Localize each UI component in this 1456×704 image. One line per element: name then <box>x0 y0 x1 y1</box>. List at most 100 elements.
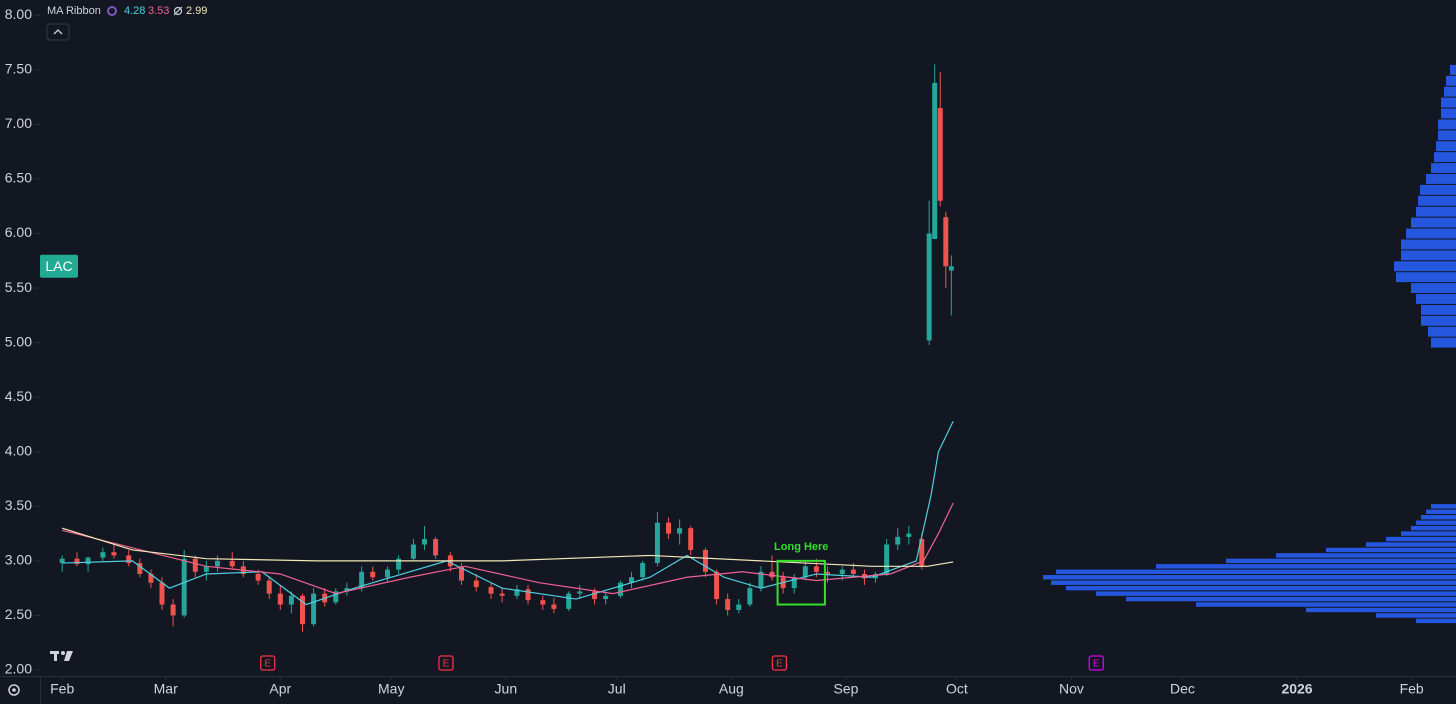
candle-body <box>311 593 317 625</box>
candle-body <box>370 571 376 578</box>
volume-bar <box>1441 97 1456 108</box>
candle-body <box>525 589 531 601</box>
candle-body <box>299 595 305 625</box>
indicator-value: 2.99 <box>186 5 207 17</box>
volume-bar <box>1156 564 1456 569</box>
volume-bar <box>1411 283 1456 294</box>
y-tick-label: 5.50 <box>5 279 32 295</box>
volume-bar <box>1418 195 1456 206</box>
volume-bar <box>1420 184 1456 195</box>
volume-bar <box>1126 596 1456 602</box>
candle-body <box>926 233 932 341</box>
volume-bar <box>1376 613 1456 618</box>
x-tick-label: 2026 <box>1281 681 1312 697</box>
ticks: 2.00 2.50 3.00 3.50 4.00 4.50 5.00 5.50 6.00 6.50… <box>5 6 1424 697</box>
hidden-icon <box>173 6 183 16</box>
volume-bar <box>1438 130 1456 141</box>
candle-body <box>758 571 764 589</box>
candle-body <box>769 571 775 578</box>
x-tick-label: Sep <box>834 681 859 697</box>
candle-body <box>111 552 117 556</box>
candle-body <box>577 591 583 594</box>
x-tick-label: Apr <box>269 681 291 697</box>
x-tick-label: Oct <box>946 681 968 697</box>
x-tick-label: Aug <box>719 681 744 697</box>
candle-body <box>288 595 294 605</box>
candle-body <box>126 555 132 564</box>
candle-body <box>74 558 80 565</box>
volume-bar <box>1411 525 1456 531</box>
earnings-marker <box>771 655 788 671</box>
volume-bar <box>1406 228 1456 239</box>
candle-body <box>839 569 845 574</box>
candle-body <box>895 536 901 545</box>
candle-body <box>747 588 753 605</box>
ma-line <box>62 502 954 595</box>
indicator-value: 4.28 <box>124 5 145 17</box>
volume-bar <box>1416 618 1456 624</box>
candle-body <box>640 563 646 578</box>
candle-body <box>948 266 954 271</box>
candle-body <box>85 557 91 565</box>
candle-body <box>344 588 350 592</box>
candle-body <box>410 544 416 559</box>
candle-body <box>181 558 187 616</box>
y-tick-label: 6.00 <box>5 224 32 240</box>
candle-body <box>813 566 819 572</box>
y-tick-label: 2.00 <box>5 661 32 677</box>
volume-bar <box>1366 542 1456 547</box>
earnings-label: E <box>776 659 783 670</box>
volume-bar <box>1426 174 1456 184</box>
candle-body <box>514 589 520 596</box>
candle-body <box>919 539 925 567</box>
earnings-label: E <box>443 659 450 670</box>
volume-bar <box>1056 569 1456 575</box>
candle-body <box>666 522 672 534</box>
volume-bar <box>1394 261 1456 272</box>
candle-body <box>214 560 220 567</box>
candle-body <box>499 593 505 596</box>
x-tick-label: Mar <box>154 681 178 697</box>
volume-bar <box>1421 315 1456 326</box>
volume-bar <box>1043 575 1456 580</box>
candle-body <box>266 580 272 594</box>
x-tick-label: Jun <box>495 681 518 697</box>
candle-body <box>203 566 209 572</box>
volume-bar <box>1051 580 1456 585</box>
y-tick-label: 3.00 <box>5 552 32 568</box>
candle-body <box>277 593 283 605</box>
settings-icon[interactable] <box>8 684 20 696</box>
candle-body <box>702 549 708 572</box>
x-tick-label: Dec <box>1170 681 1195 697</box>
candle-body <box>359 571 365 589</box>
candle-body <box>943 217 949 267</box>
indicator-icon <box>107 6 117 16</box>
annotations: Long Here E E E E <box>260 541 1104 671</box>
volume-profile <box>1043 64 1456 624</box>
y-tick-label: 2.50 <box>5 606 32 622</box>
volume-bar <box>1226 558 1456 564</box>
volume-bar <box>1436 141 1456 152</box>
y-tick-label: 3.50 <box>5 497 32 513</box>
earnings-label: E <box>1093 659 1100 670</box>
candle-body <box>488 587 494 594</box>
volume-bar <box>1450 64 1456 75</box>
candle-body <box>791 577 797 589</box>
volume-bar <box>1444 86 1456 97</box>
earnings-marker <box>1088 655 1104 671</box>
collapse-button[interactable] <box>46 23 70 41</box>
candle-body <box>932 82 938 239</box>
y-tick-label: 8.00 <box>5 6 32 22</box>
annotation-text: Long Here <box>774 541 828 553</box>
collapse-icon <box>53 29 63 35</box>
volume-bar <box>1411 217 1456 228</box>
volume-bar <box>1386 536 1456 542</box>
y-tick-label: 6.50 <box>5 170 32 186</box>
logo <box>50 651 73 661</box>
x-tick-label: Jul <box>608 681 626 697</box>
candle-body <box>100 552 106 558</box>
earnings-marker <box>438 655 454 671</box>
ma-line <box>62 527 954 567</box>
